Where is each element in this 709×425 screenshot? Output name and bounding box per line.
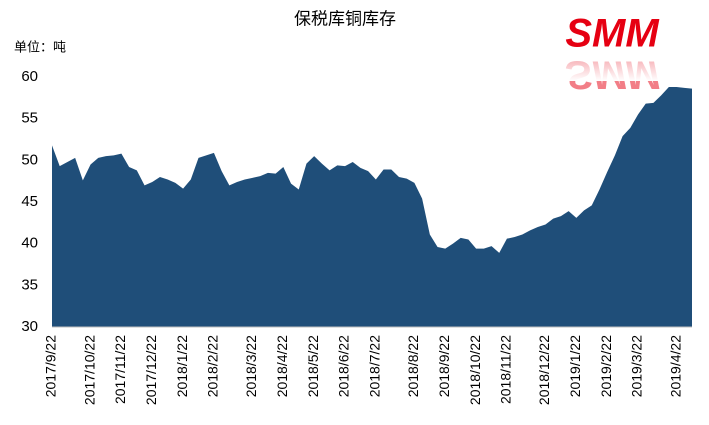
x-tick-label: 2019/4/22 <box>667 335 683 397</box>
x-tick-label: 2019/1/22 <box>567 335 583 397</box>
x-tick-label: 2018/8/22 <box>405 335 421 397</box>
logo-fade <box>530 55 690 81</box>
x-tick-label: 2018/4/22 <box>274 335 290 397</box>
y-tick-label: 55 <box>21 110 38 127</box>
y-tick-label: 30 <box>21 318 38 335</box>
y-tick-label: 40 <box>21 235 38 252</box>
x-tick-label: 2018/12/22 <box>536 335 552 405</box>
x-tick-label: 2017/12/22 <box>143 335 159 405</box>
x-tick-label: 2018/10/22 <box>467 335 483 405</box>
logo-text: SMM <box>565 12 660 56</box>
chart-title: 保税库铜库存 <box>294 9 396 28</box>
x-tick-label: 2018/2/22 <box>205 335 221 397</box>
logo: SMM SMM <box>565 12 660 97</box>
area <box>52 87 692 327</box>
y-tick-label: 60 <box>21 68 38 85</box>
x-tick-label: 2019/3/22 <box>629 335 645 397</box>
x-tick-label: 2019/2/22 <box>598 335 614 397</box>
x-tick-label: 2018/6/22 <box>336 335 352 397</box>
x-tick-label: 2017/10/22 <box>81 335 97 405</box>
x-tick-label: 2018/5/22 <box>305 335 321 397</box>
x-tick-label: 2018/3/22 <box>243 335 259 397</box>
x-tick-label: 2017/9/22 <box>43 335 59 397</box>
y-tick-label: 35 <box>21 276 38 293</box>
x-tick-label: 2017/11/22 <box>112 335 128 404</box>
x-tick-label: 2018/7/22 <box>367 335 383 397</box>
y-tick-label: 50 <box>21 151 38 168</box>
y-tick-label: 45 <box>21 193 38 210</box>
x-tick-label: 2018/1/22 <box>174 335 190 397</box>
unit-label: 单位：吨 <box>14 39 66 54</box>
x-tick-label: 2018/9/22 <box>436 335 452 397</box>
x-tick-label: 2018/11/22 <box>498 335 514 404</box>
